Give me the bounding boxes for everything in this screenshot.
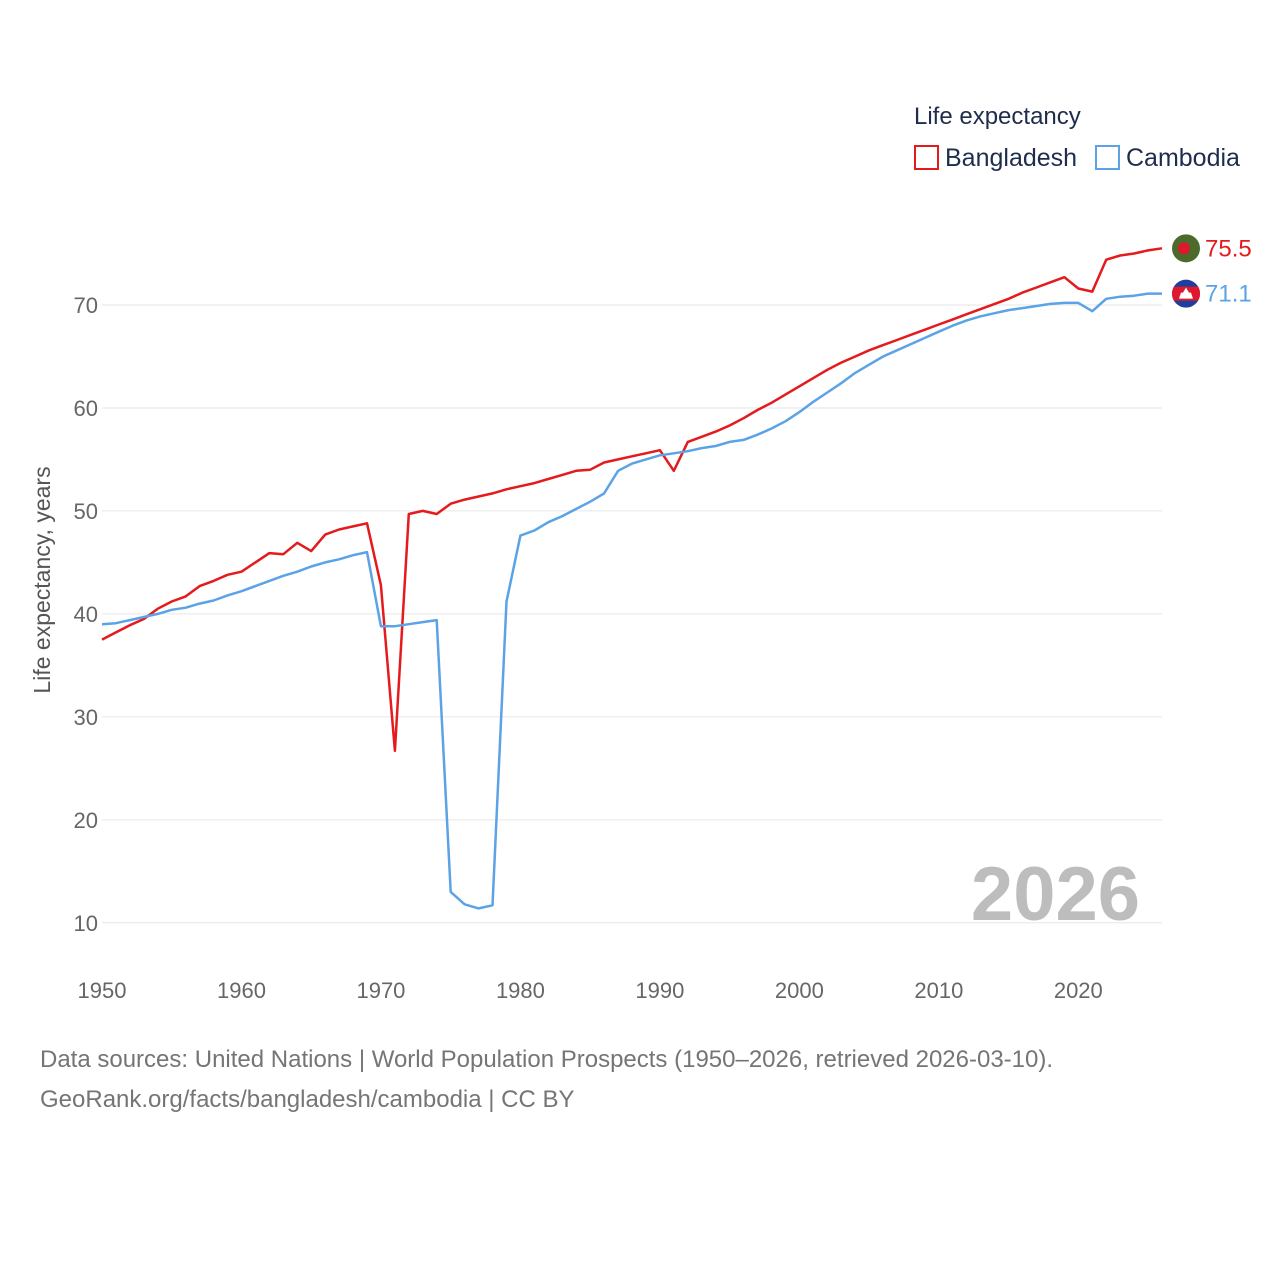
source-link-license[interactable]: GeoRank.org/facts/bangladesh/cambodia | …: [40, 1086, 575, 1113]
gridlines: [102, 304, 1162, 924]
x-tick-label: 2000: [775, 978, 824, 1003]
x-tick-label: 1970: [356, 978, 405, 1003]
x-axis-ticks: 1950 1960 1970 1980 1990 2000 2010 2020: [78, 978, 1103, 1003]
bangladesh-flag-icon: [1172, 234, 1200, 263]
data-source-footer: Data sources: United Nations | World Pop…: [40, 1040, 1053, 1120]
legend-swatch-cambodia[interactable]: [1095, 145, 1120, 170]
series-lines: [101, 247, 1163, 910]
legend-swatch-bangladesh[interactable]: [914, 145, 939, 170]
series-endpoints: 75.5 71.1: [1172, 234, 1252, 308]
x-tick-label: 2020: [1054, 978, 1103, 1003]
legend[interactable]: Life expectancy Bangladesh Cambodia: [914, 103, 1240, 172]
end-value-label-cambodia: 71.1: [1205, 281, 1252, 308]
legend-label-bangladesh[interactable]: Bangladesh: [945, 144, 1077, 172]
cambodia-flag-icon: [1172, 279, 1200, 308]
year-watermark: 2026: [971, 852, 1140, 937]
y-tick-label: 70: [74, 293, 98, 318]
y-axis-label: Life expectancy, years: [29, 466, 55, 693]
y-axis-ticks: 10 20 30 40 50 60 70: [74, 293, 98, 936]
end-value-label-bangladesh: 75.5: [1205, 235, 1252, 262]
legend-title: Life expectancy: [914, 103, 1081, 130]
series-line-cambodia[interactable]: [101, 292, 1162, 910]
data-source-text: Data sources: United Nations | World Pop…: [40, 1046, 1054, 1073]
x-tick-label: 2010: [914, 978, 963, 1003]
y-tick-label: 60: [74, 396, 98, 421]
series-line-bangladesh[interactable]: [101, 247, 1163, 753]
life-expectancy-chart: 10 20 30 40 50 60 70 1950 1960 1970 1980 1990 2000 2…: [29, 103, 1252, 1003]
x-tick-label: 1950: [78, 978, 127, 1003]
y-tick-label: 50: [74, 499, 98, 524]
y-tick-label: 30: [74, 705, 98, 730]
x-tick-label: 1960: [217, 978, 266, 1003]
y-tick-label: 10: [74, 911, 98, 936]
y-tick-label: 40: [74, 602, 98, 627]
x-tick-label: 1990: [635, 978, 684, 1003]
y-tick-label: 20: [74, 808, 98, 833]
x-tick-label: 1980: [496, 978, 545, 1003]
legend-label-cambodia[interactable]: Cambodia: [1126, 144, 1240, 172]
